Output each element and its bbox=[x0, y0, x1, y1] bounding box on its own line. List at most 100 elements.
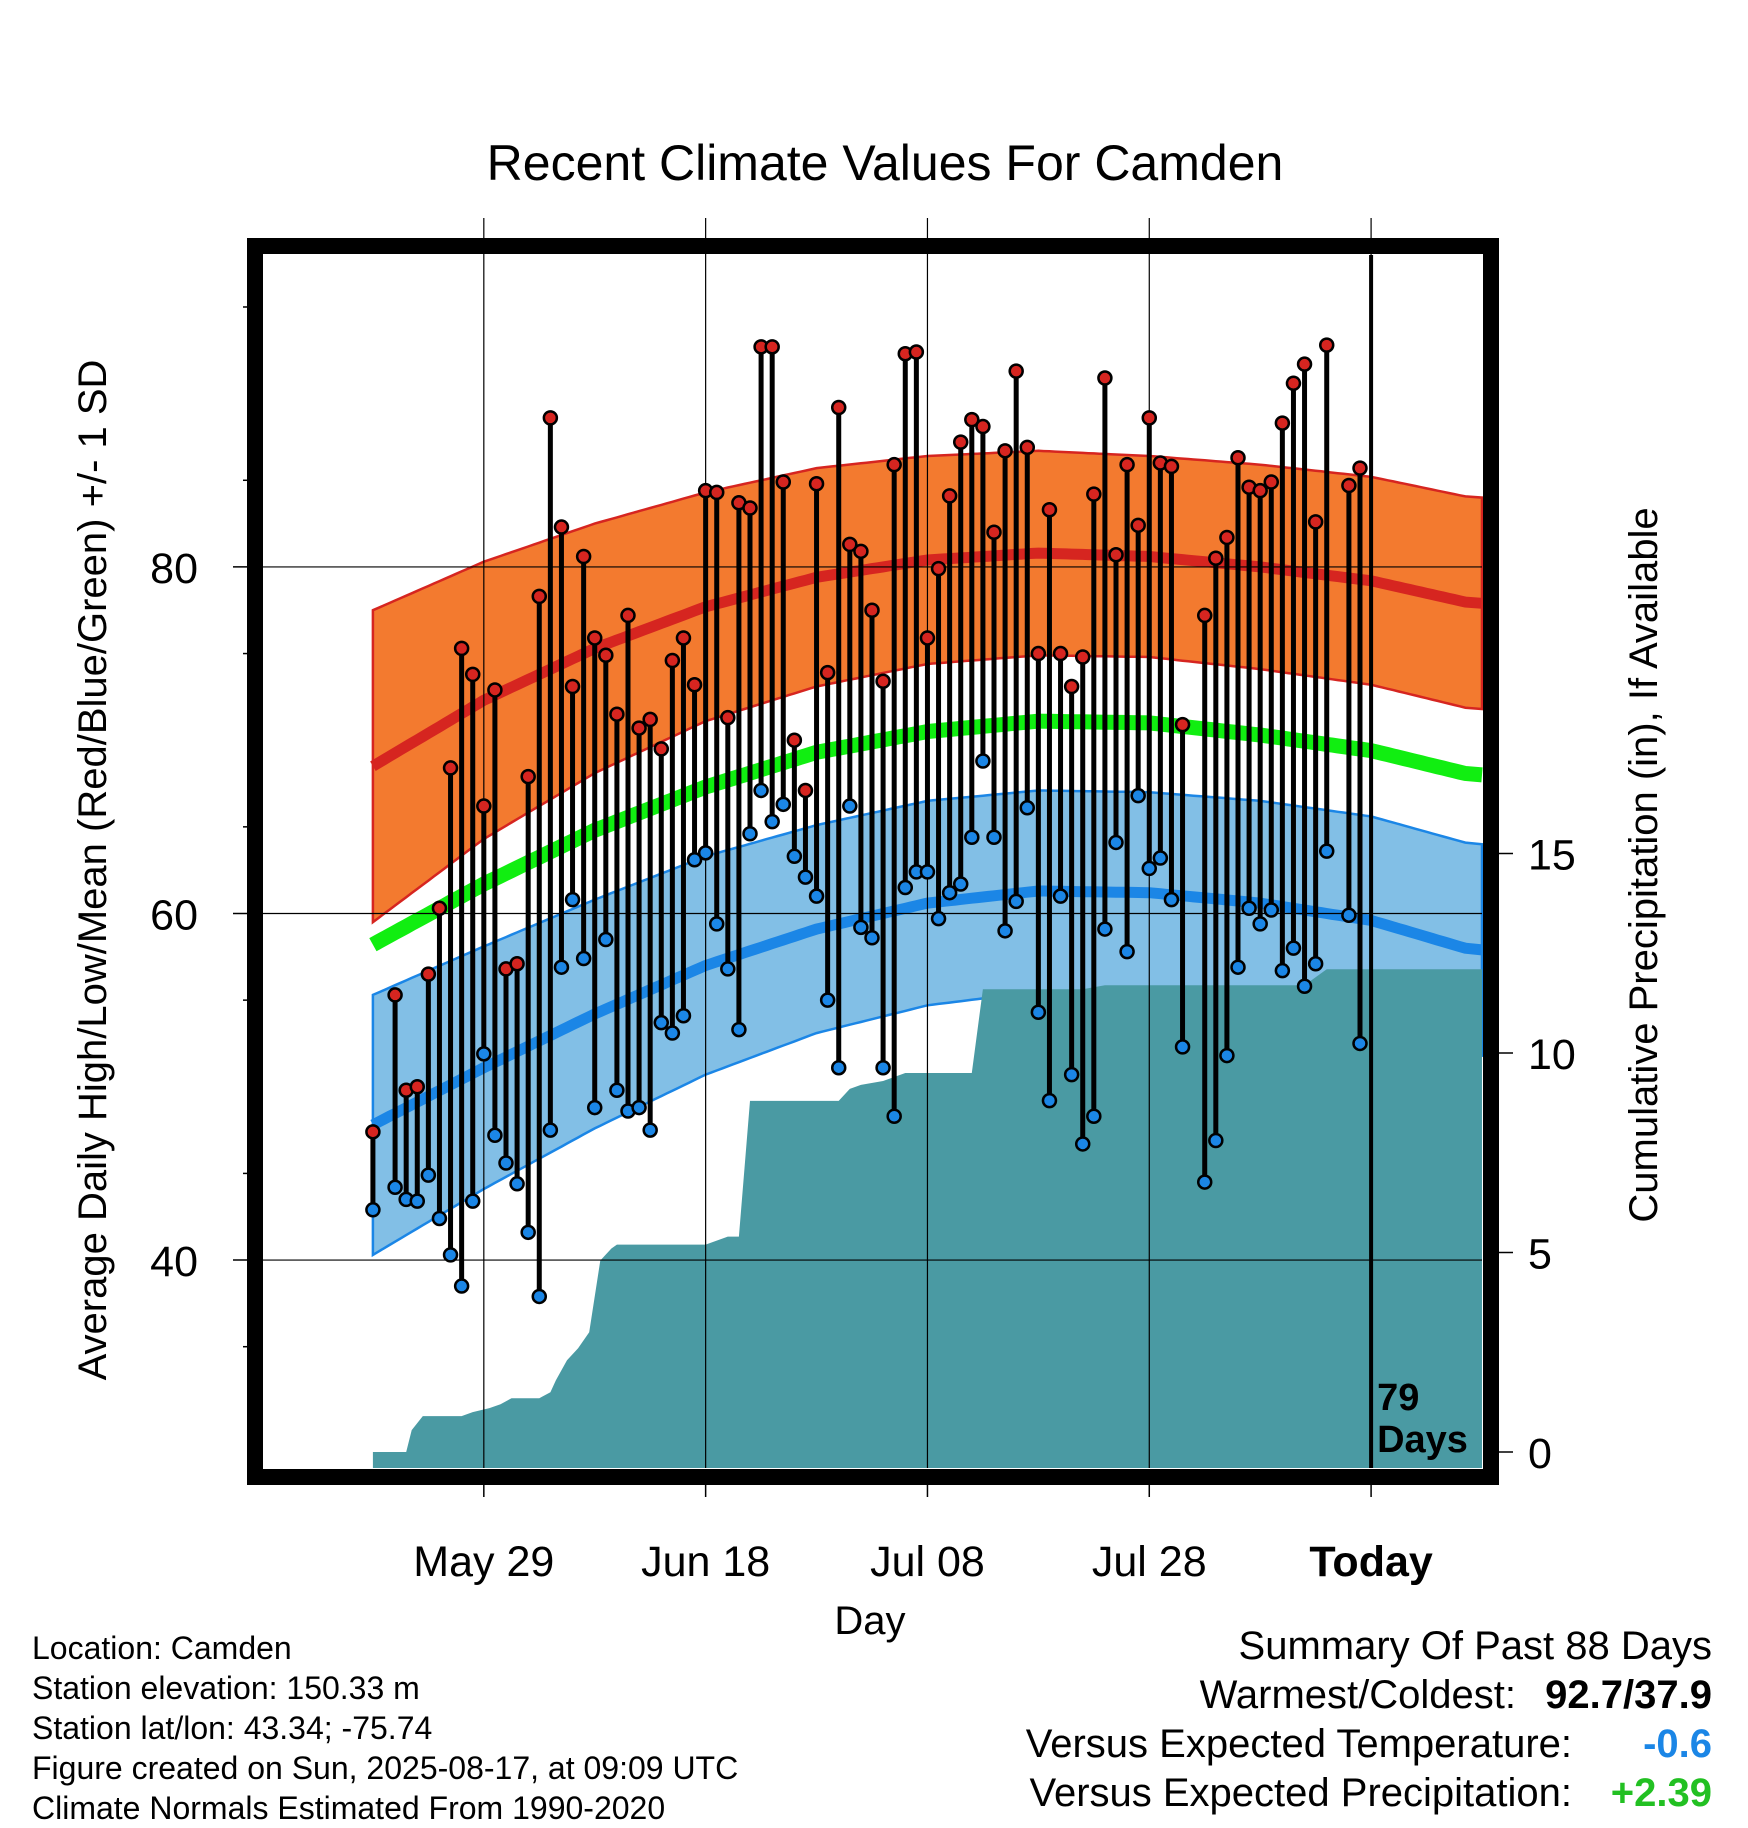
daily-low-point bbox=[697, 845, 714, 861]
daily-high-point bbox=[786, 732, 803, 748]
daily-low-point bbox=[675, 1007, 692, 1024]
daily-low-point bbox=[1296, 978, 1313, 995]
daily-low-point bbox=[975, 753, 991, 769]
daily-high-point bbox=[842, 536, 858, 553]
y-tick-label: 80 bbox=[150, 545, 198, 593]
daily-low-point bbox=[753, 782, 769, 799]
daily-low-point bbox=[564, 891, 581, 908]
y2-axis-label: Cumulative Precipitation (in), If Availa… bbox=[1622, 507, 1666, 1222]
daily-high-point bbox=[1141, 410, 1158, 426]
summary-precip-label: Versus Expected Precipitation: bbox=[1029, 1771, 1572, 1815]
daily-high-point bbox=[1252, 482, 1268, 499]
daily-high-point bbox=[1208, 550, 1224, 566]
info-location: Location: Camden bbox=[32, 1630, 292, 1666]
daily-low-point bbox=[742, 826, 758, 842]
summary-precip-value: +2.39 bbox=[1610, 1771, 1712, 1815]
daily-high-point bbox=[1130, 517, 1146, 534]
daily-low-point bbox=[731, 1021, 747, 1038]
daily-high-point bbox=[742, 500, 758, 516]
daily-high-point bbox=[808, 475, 825, 492]
daily-high-point bbox=[686, 676, 703, 693]
daily-low-point bbox=[1263, 902, 1280, 918]
daily-high-point bbox=[1230, 449, 1246, 466]
daily-high-point bbox=[1119, 456, 1135, 473]
daily-high-point bbox=[1074, 649, 1091, 665]
daily-low-point bbox=[642, 1122, 658, 1138]
daily-low-point bbox=[1219, 1047, 1235, 1064]
daily-high-point bbox=[797, 782, 814, 799]
daily-low-point bbox=[1141, 860, 1158, 877]
daily-low-point bbox=[1241, 900, 1257, 917]
daily-low-point bbox=[1108, 834, 1124, 851]
summary-warmest-value: 92.7/37.9 bbox=[1545, 1673, 1712, 1717]
daily-low-point bbox=[886, 1108, 902, 1124]
daily-high-point bbox=[365, 1124, 381, 1140]
daily-high-point bbox=[487, 682, 503, 698]
daily-high-point bbox=[1285, 375, 1302, 391]
daily-high-point bbox=[509, 955, 525, 972]
daily-low-point bbox=[1307, 955, 1324, 972]
daily-low-point bbox=[575, 950, 592, 967]
daily-low-point bbox=[1130, 787, 1146, 804]
daily-high-point bbox=[642, 711, 658, 728]
info-elevation: Station elevation: 150.33 m bbox=[32, 1670, 420, 1706]
summary-warmest-label: Warmest/Coldest: bbox=[1199, 1673, 1516, 1717]
daily-high-point bbox=[886, 456, 902, 473]
summary-warmest-row: Warmest/Coldest: 92.7/37.9 bbox=[1026, 1671, 1712, 1720]
daily-high-point bbox=[875, 673, 891, 690]
daily-low-point bbox=[431, 1210, 448, 1227]
daily-low-point bbox=[1063, 1066, 1080, 1083]
daily-low-point bbox=[476, 1046, 492, 1062]
daily-high-point bbox=[1196, 607, 1213, 624]
daily-low-point bbox=[986, 829, 1002, 845]
daily-low-point bbox=[964, 829, 980, 845]
daily-high-point bbox=[1163, 458, 1180, 475]
daily-high-point bbox=[830, 399, 847, 416]
high-normal-line bbox=[370, 547, 1483, 771]
daily-low-point bbox=[764, 813, 780, 830]
daily-low-point bbox=[498, 1155, 514, 1171]
chart-title: Recent Climate Values For Camden bbox=[487, 135, 1284, 191]
daily-low-point bbox=[1196, 1174, 1213, 1190]
daily-high-point bbox=[919, 630, 936, 646]
daily-low-point bbox=[664, 1025, 681, 1041]
daily-high-point bbox=[609, 706, 625, 722]
daily-high-point bbox=[631, 720, 647, 736]
daily-high-point bbox=[941, 488, 958, 504]
daily-observations bbox=[365, 337, 1368, 1305]
daily-high-point bbox=[653, 741, 670, 757]
y2-tick-label: 15 bbox=[1528, 832, 1576, 880]
daily-low-point bbox=[598, 931, 614, 948]
daily-low-point bbox=[609, 1082, 625, 1098]
axis-ticks bbox=[233, 306, 1513, 1497]
daily-low-point bbox=[1230, 959, 1246, 975]
x-tick-label: Today bbox=[1309, 1538, 1433, 1586]
daily-low-point bbox=[941, 884, 958, 901]
daily-low-point bbox=[387, 1179, 403, 1196]
daily-low-point bbox=[509, 1176, 525, 1192]
daily-low-point bbox=[1285, 940, 1302, 956]
daily-high-point bbox=[720, 709, 736, 726]
daily-high-point bbox=[853, 543, 869, 560]
daily-low-point bbox=[1074, 1136, 1091, 1152]
daily-low-point bbox=[631, 1099, 647, 1116]
daily-high-point bbox=[775, 474, 792, 490]
daily-low-point bbox=[842, 798, 858, 814]
summary-title: Summary Of Past 88 Days bbox=[1238, 1624, 1712, 1668]
daily-high-point bbox=[453, 640, 470, 657]
daily-low-point bbox=[487, 1127, 503, 1144]
x-tick-label: May 29 bbox=[413, 1538, 554, 1586]
daily-high-point bbox=[1341, 477, 1357, 494]
summary-panel: Summary Of Past 88 Days Warmest/Coldest:… bbox=[1026, 1622, 1712, 1818]
daily-high-point bbox=[964, 411, 980, 428]
daily-low-point bbox=[864, 929, 880, 946]
daily-high-point bbox=[409, 1079, 426, 1095]
daily-low-point bbox=[1119, 943, 1135, 960]
daily-low-point bbox=[686, 852, 703, 868]
daily-high-point bbox=[1030, 645, 1047, 662]
daily-high-point bbox=[476, 798, 492, 814]
high-sd-band bbox=[371, 449, 1484, 925]
daily-low-point bbox=[531, 1288, 548, 1305]
